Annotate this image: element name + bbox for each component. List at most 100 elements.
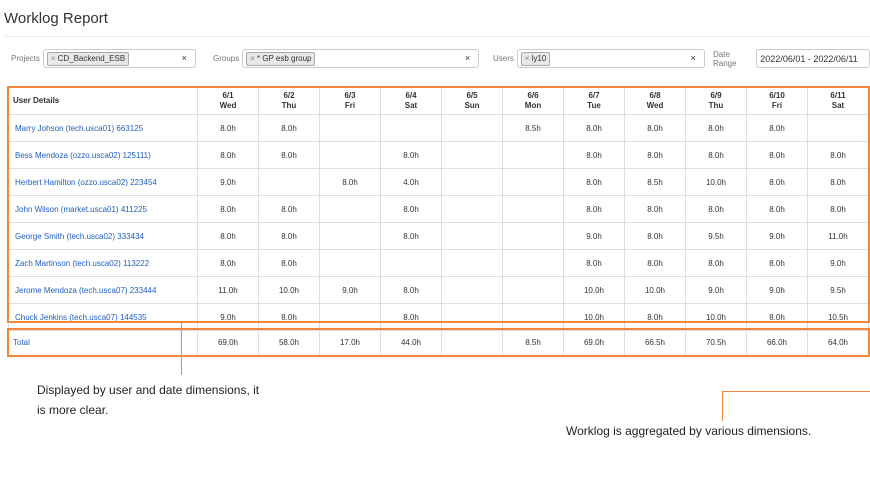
total-hours-cell: 66.0h xyxy=(746,329,808,356)
day-date: 6/11 xyxy=(830,91,846,100)
hours-cell xyxy=(319,114,381,142)
hours-cell: 10.5h xyxy=(807,303,869,331)
hours-cell: 8.0h xyxy=(563,195,625,223)
hours-cell: 9.0h xyxy=(685,276,747,304)
hours-cell xyxy=(807,114,869,142)
hours-cell xyxy=(502,141,564,169)
table-row: Zach Martinson (tech.usca02) 113222 8.0h 8… xyxy=(8,249,869,277)
day-date: 6/9 xyxy=(710,91,722,100)
hours-cell: 8.0h xyxy=(258,141,320,169)
hours-cell: 8.0h xyxy=(380,195,442,223)
hours-cell: 8.0h xyxy=(197,222,259,250)
user-link[interactable]: Herbert Hamilton (ozzo.usca02) 223454 xyxy=(8,168,198,196)
annotation-line-right xyxy=(722,391,723,421)
day-weekday: Sat xyxy=(831,101,845,110)
day-weekday: Sun xyxy=(464,101,480,110)
day-date: 6/1 xyxy=(222,91,234,100)
hours-cell: 8.0h xyxy=(685,249,747,277)
hours-cell: 9.0h xyxy=(563,222,625,250)
clear-icon[interactable]: × xyxy=(690,53,696,63)
groups-filter: Groups × * GP esb group × xyxy=(213,49,480,68)
day-date: 6/5 xyxy=(466,91,478,100)
hours-cell: 8.0h xyxy=(563,114,625,142)
hours-cell: 8.0h xyxy=(197,114,259,142)
hours-cell xyxy=(502,303,564,331)
user-link[interactable]: Marry Johson (tech.usca01) 663125 xyxy=(8,114,198,142)
hours-cell xyxy=(502,249,564,277)
user-date-highlight xyxy=(7,86,870,323)
hours-cell xyxy=(380,114,442,142)
hours-cell xyxy=(502,195,564,223)
hours-cell: 8.0h xyxy=(807,141,869,169)
projects-select[interactable]: × CD_Backend_ESB × xyxy=(42,49,196,68)
hours-cell: 9.0h xyxy=(197,303,259,331)
hours-cell: 8.0h xyxy=(258,195,320,223)
annotation-left: Displayed by user and date dimensions, i… xyxy=(37,380,259,420)
user-link[interactable]: Jerome Mendoza (tech.usca07) 233444 xyxy=(8,276,198,304)
page-title: Worklog Report xyxy=(4,10,108,27)
user-link[interactable]: Chuck Jenkins (tech.usca07) 144535 xyxy=(8,303,198,331)
table-row: Bess Mendoza (ozzo.usca02) 125111) 8.0h 8.… xyxy=(8,141,869,169)
user-link[interactable]: Zach Martinson (tech.usca02) 113222 xyxy=(8,249,198,277)
hours-cell: 8.0h xyxy=(746,249,808,277)
hours-cell xyxy=(441,276,503,304)
remove-chip-icon[interactable]: × xyxy=(250,53,255,63)
hours-cell: 8.0h xyxy=(563,141,625,169)
annotation-line-right-h xyxy=(722,391,870,392)
hours-cell: 8.0h xyxy=(258,303,320,331)
day-weekday: Tue xyxy=(587,101,601,110)
clear-icon[interactable]: × xyxy=(464,53,471,63)
hours-cell: 8.0h xyxy=(380,222,442,250)
date-range-input[interactable]: 2022/06/01 - 2022/06/11 xyxy=(756,49,870,68)
projects-label: Projects xyxy=(11,54,40,63)
day-weekday: Fri xyxy=(344,101,356,110)
total-highlight xyxy=(7,328,870,357)
remove-chip-icon[interactable]: × xyxy=(524,53,530,63)
total-hours-cell: 58.0h xyxy=(258,329,320,356)
clear-icon[interactable]: × xyxy=(181,53,187,63)
hours-cell: 10.0h xyxy=(563,276,625,304)
annotation-left-line2: is more clear. xyxy=(37,403,109,417)
hours-cell: 8.0h xyxy=(258,249,320,277)
day-header: 6/2 Thu xyxy=(258,87,320,115)
users-select[interactable]: × ly10 × xyxy=(516,49,705,68)
hours-cell: 9.0h xyxy=(319,276,381,304)
user-link[interactable]: Bess Mendoza (ozzo.usca02) 125111) xyxy=(8,141,198,169)
hours-cell: 9.0h xyxy=(197,168,259,196)
hours-cell xyxy=(502,168,564,196)
day-weekday: Fri xyxy=(771,101,783,110)
day-date: 6/10 xyxy=(769,91,785,100)
user-chip[interactable]: × ly10 xyxy=(520,51,551,66)
day-date: 6/7 xyxy=(588,91,600,100)
day-weekday: Thu xyxy=(281,101,297,110)
total-hours-cell: 44.0h xyxy=(380,329,442,356)
group-chip[interactable]: × * GP esb group xyxy=(246,51,316,66)
hours-cell xyxy=(319,195,381,223)
day-date: 6/8 xyxy=(649,91,661,100)
day-header: 6/9 Thu xyxy=(685,87,747,115)
user-link[interactable]: George Smith (tech.usca02) 333434 xyxy=(8,222,198,250)
groups-label: Groups xyxy=(213,54,240,63)
day-header: 6/11 Sat xyxy=(807,87,869,115)
hours-cell: 8.0h xyxy=(197,195,259,223)
table-row: Jerome Mendoza (tech.usca07) 233444 11.0h… xyxy=(8,276,869,304)
table-row: John Wilson (market.usca01) 411225 8.0h 8.… xyxy=(8,195,869,223)
annotation-right: Worklog is aggregated by various dimensi… xyxy=(566,424,812,438)
hours-cell: 10.0h xyxy=(563,303,625,331)
remove-chip-icon[interactable]: × xyxy=(50,53,56,63)
total-table: Total 69.0h 58.0h 17.0h 44.0h 8.5h 69.0h 66.5h… xyxy=(8,329,869,356)
groups-select[interactable]: × * GP esb group × xyxy=(242,49,480,68)
day-weekday: Thu xyxy=(708,101,724,110)
hours-cell xyxy=(441,168,503,196)
annotation-line-left xyxy=(181,323,182,375)
table-row: Chuck Jenkins (tech.usca07) 144535 9.0h 8.… xyxy=(8,303,869,331)
worklog-table: User Details 6/1 Wed 6/2 Thu 6/3 Fri 6/4 Sat 6/5… xyxy=(8,87,869,331)
project-chip[interactable]: × CD_Backend_ESB xyxy=(46,51,130,66)
day-header: 6/5 Sun xyxy=(441,87,503,115)
hours-cell: 8.0h xyxy=(746,168,808,196)
date-range-label: Date Range xyxy=(713,49,737,68)
header-row: User Details 6/1 Wed 6/2 Thu 6/3 Fri 6/4 Sat 6/5… xyxy=(8,87,869,115)
divider xyxy=(4,36,870,37)
day-header: 6/3 Fri xyxy=(319,87,381,115)
hours-cell: 8.0h xyxy=(746,303,808,331)
